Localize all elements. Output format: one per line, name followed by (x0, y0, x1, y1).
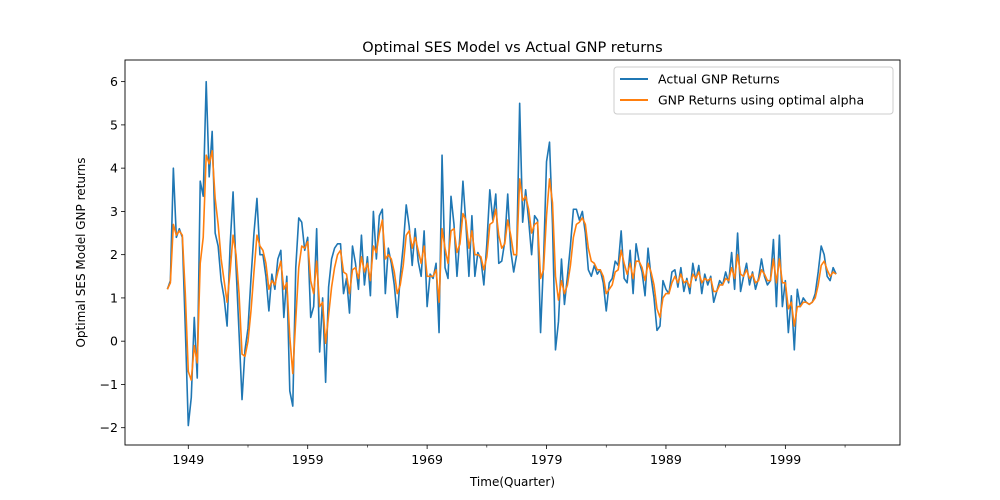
series-layer (166, 80, 837, 427)
y-tick-label: −2 (100, 420, 118, 435)
x-axis-label: Time(Quarter) (469, 475, 555, 489)
plot-area: −2 −1 0 1 2 3 4 5 6 1949 1959 1969 1979 1989 1999 (100, 59, 901, 467)
x-tick-label: 1999 (769, 452, 801, 467)
chart-title: Optimal SES Model vs Actual GNP returns (362, 40, 662, 56)
legend-label-actual: Actual GNP Returns (658, 72, 780, 87)
x-tick-label: 1979 (531, 452, 563, 467)
y-tick-label: 6 (110, 74, 118, 89)
y-tick-label: 1 (110, 290, 118, 305)
x-tick-label: 1969 (411, 452, 443, 467)
series-line-actual (166, 80, 837, 427)
y-tick-label: −1 (100, 377, 118, 392)
y-tick-label: 5 (110, 117, 118, 132)
x-tick-label: 1949 (172, 452, 204, 467)
y-tick-label: 0 (110, 334, 118, 349)
x-tick-label: 1959 (292, 452, 324, 467)
legend: Actual GNP Returns GNP Returns using opt… (613, 66, 894, 115)
y-tick-label: 4 (110, 161, 118, 176)
y-tick-label: 3 (110, 204, 118, 219)
ticks-layer: −2 −1 0 1 2 3 4 5 6 1949 1959 1969 1979 1989 1999 (100, 74, 846, 467)
legend-box (613, 66, 894, 115)
axes-background (125, 60, 900, 445)
x-tick-label: 1989 (650, 452, 682, 467)
series-line-fitted (166, 150, 837, 381)
legend-label-fitted: GNP Returns using optimal alpha (658, 93, 864, 108)
axes-frame (124, 59, 901, 446)
y-axis-label: Optimal SES Model GNP returns (74, 157, 88, 347)
y-tick-label: 2 (110, 247, 118, 262)
